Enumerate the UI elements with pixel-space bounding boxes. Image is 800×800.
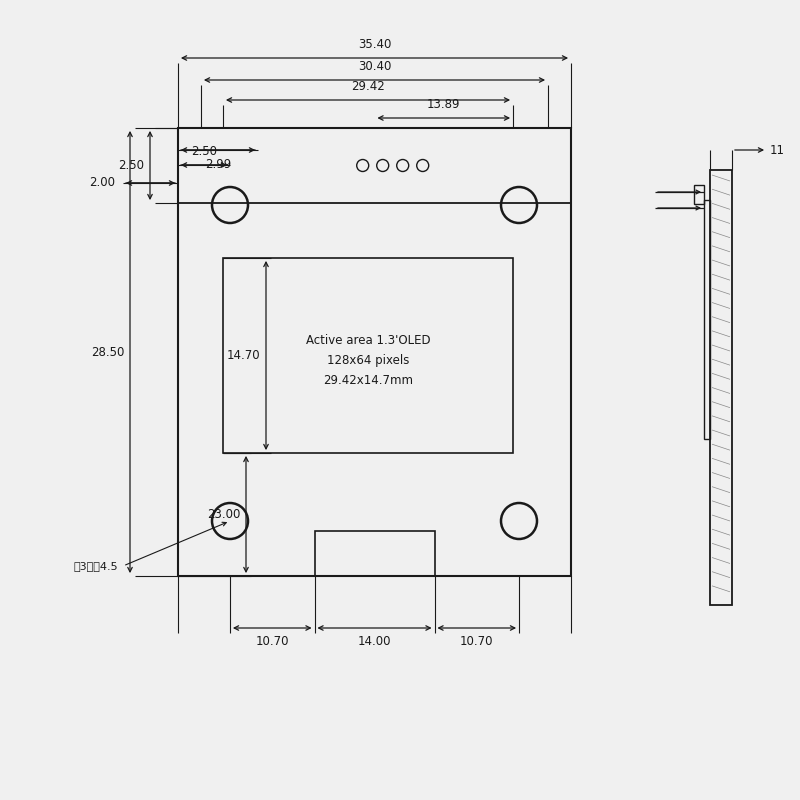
Text: 10.70: 10.70 — [460, 635, 494, 648]
Text: 29.42: 29.42 — [351, 80, 385, 93]
Text: 14.70: 14.70 — [226, 349, 260, 362]
Text: 29.42x14.7mm: 29.42x14.7mm — [323, 374, 413, 387]
Bar — [178, 128, 571, 576]
Text: 2.00: 2.00 — [89, 177, 115, 190]
Text: 23.00: 23.00 — [206, 508, 240, 521]
Text: 13.89: 13.89 — [427, 98, 461, 111]
Text: 11: 11 — [770, 143, 785, 157]
Text: 10.70: 10.70 — [255, 635, 289, 648]
Text: 30.40: 30.40 — [358, 60, 391, 73]
Text: 2.50: 2.50 — [118, 159, 144, 172]
Bar — [314, 531, 434, 576]
Text: 冄3外儲4.5: 冄3外儲4.5 — [74, 561, 118, 571]
Bar — [710, 170, 732, 605]
Bar — [704, 200, 710, 439]
Text: 35.40: 35.40 — [358, 38, 391, 51]
Text: 14.00: 14.00 — [358, 635, 391, 648]
Text: 2.99: 2.99 — [205, 158, 231, 171]
Text: 2.50: 2.50 — [191, 145, 217, 158]
Bar — [694, 185, 704, 204]
Bar — [223, 258, 513, 453]
Text: 28.50: 28.50 — [90, 346, 124, 358]
Text: 128x64 pixels: 128x64 pixels — [327, 354, 409, 367]
Text: Active area 1.3'OLED: Active area 1.3'OLED — [306, 334, 430, 347]
